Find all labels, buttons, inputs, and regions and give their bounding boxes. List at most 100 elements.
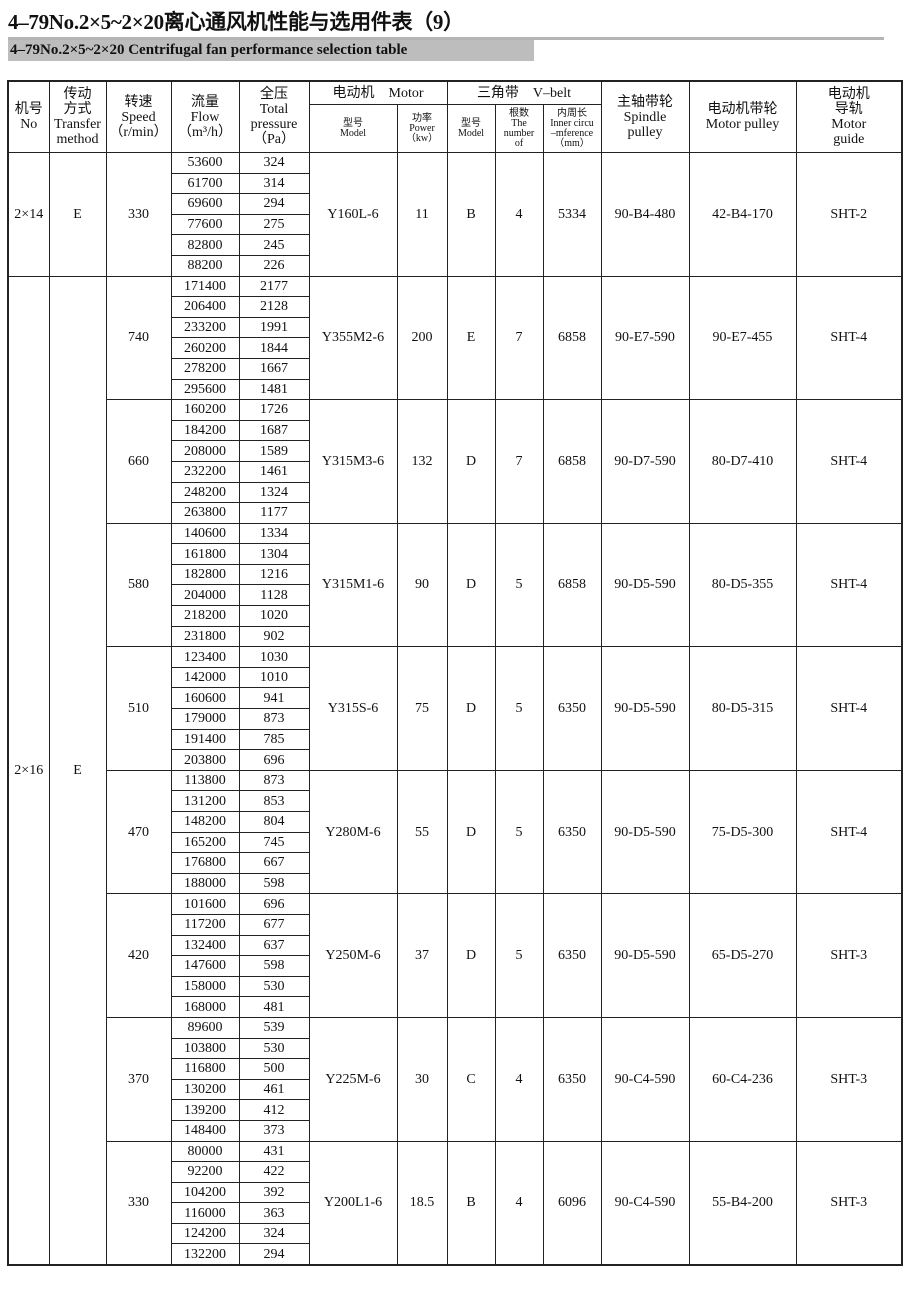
header-line: Speed <box>121 109 156 125</box>
pressure: 363 <box>238 1202 310 1224</box>
flow: 140600 <box>170 522 240 545</box>
table-row: 231800 902 <box>8 625 902 648</box>
flow: 103800 <box>170 1037 240 1060</box>
flow: 188000 <box>170 872 240 895</box>
belt-model: E <box>446 275 496 401</box>
flow: 165200 <box>170 831 240 854</box>
flow: 158000 <box>170 975 240 998</box>
motor-model: Y355M2-6 <box>308 275 398 401</box>
belt-number: 5 <box>494 522 544 648</box>
table-row: 142000 1010 <box>8 666 902 689</box>
header-line: （Pa） <box>253 132 295 147</box>
motor-guide: SHT-2 <box>795 152 903 277</box>
pressure: 1020 <box>238 605 310 627</box>
flow: 101600 <box>170 893 240 915</box>
flow: 233200 <box>170 316 240 339</box>
motor-pulley: 80-D5-355 <box>688 522 797 648</box>
table-row: 92200 422 <box>8 1161 902 1183</box>
machine-no: 2×16 <box>7 275 50 1266</box>
table-row: 88200 226 <box>8 254 902 277</box>
motor-model: Y315S-6 <box>308 646 398 771</box>
motor-power: 90 <box>396 522 448 648</box>
header-line: （m³/h） <box>178 124 232 140</box>
flow: 248200 <box>170 481 240 504</box>
speed: 660 <box>105 399 172 524</box>
table-row: 182800 1216 <box>8 563 902 586</box>
header-motor-model: 型号 Model <box>308 104 398 153</box>
motor-power: 132 <box>396 399 448 524</box>
belt-model: B <box>446 152 496 277</box>
pressure: 637 <box>238 934 310 957</box>
motor-model: Y225M-6 <box>308 1016 398 1142</box>
motor-model: Y315M1-6 <box>308 522 398 648</box>
table-row: 117200 677 <box>8 913 902 936</box>
header-line: 全压 <box>260 87 288 102</box>
table-row: 510 123400 1030 Y315S-6 75 D 5 6350 90-D5-590 80-… <box>8 646 903 771</box>
header-line: –mference <box>550 127 594 139</box>
motor-guide: SHT-4 <box>795 769 903 895</box>
pressure: 1687 <box>238 419 310 442</box>
header-line: Inner circu <box>550 117 594 129</box>
pressure: 275 <box>238 213 310 236</box>
performance-table: 机号 No 传动 方式 Transfer method 转速 Speed （r/min） 流… <box>7 80 903 1267</box>
flow: 80000 <box>170 1140 240 1163</box>
pressure: 941 <box>238 687 310 710</box>
motor-power: 18.5 <box>396 1140 448 1266</box>
motor-power: 30 <box>396 1016 448 1142</box>
flow: 113800 <box>170 769 240 792</box>
header-line: Transfer <box>54 117 101 132</box>
header-line: 型号 <box>461 117 481 129</box>
pressure: 392 <box>238 1181 310 1204</box>
pressure: 1991 <box>238 316 310 339</box>
pressure: 598 <box>238 872 310 895</box>
table-row: 103800 530 <box>8 1037 902 1060</box>
motor-pulley: 65-D5-270 <box>688 893 797 1018</box>
flow: 69600 <box>170 193 240 215</box>
pressure: 873 <box>238 769 310 792</box>
motor-power: 55 <box>396 769 448 895</box>
flow: 204000 <box>170 584 240 607</box>
header-line: of <box>514 137 524 149</box>
header-line: pulley <box>627 124 663 140</box>
motor-pulley: 75-D5-300 <box>688 769 797 895</box>
pressure: 1010 <box>238 666 310 689</box>
flow: 263800 <box>170 502 240 524</box>
belt-inner-circumference: 6858 <box>542 522 602 648</box>
table-row: 184200 1687 <box>8 419 902 442</box>
pressure: 314 <box>238 172 310 195</box>
header-line: 机号 <box>14 102 43 117</box>
belt-model: B <box>446 1140 496 1266</box>
pressure: 1030 <box>238 646 310 668</box>
flow: 142000 <box>170 666 240 689</box>
table-row: 148400 373 <box>8 1119 902 1142</box>
motor-model: Y200L1-6 <box>308 1140 398 1266</box>
table-row: 188000 598 <box>8 872 902 895</box>
belt-model: D <box>446 893 496 1018</box>
table-row: 232200 1461 <box>8 460 902 483</box>
belt-number: 4 <box>494 1140 544 1266</box>
pressure: 696 <box>238 749 310 771</box>
header-line: Motor <box>831 117 867 132</box>
flow: 206400 <box>170 296 240 318</box>
table-row: 278200 1667 <box>8 357 902 380</box>
pressure: 422 <box>238 1161 310 1183</box>
header-belt-number: 根数 The number of <box>494 104 544 153</box>
motor-pulley: 42-B4-170 <box>688 152 797 277</box>
table-row: 132200 294 <box>8 1243 902 1266</box>
pressure: 1304 <box>238 543 310 565</box>
belt-number: 5 <box>494 646 544 771</box>
flow: 231800 <box>170 625 240 648</box>
header-spindle-pulley: 主轴带轮 Spindle pulley <box>600 80 690 153</box>
pressure: 696 <box>238 893 310 915</box>
belt-model: D <box>446 522 496 648</box>
motor-model: Y160L-6 <box>308 152 398 277</box>
header-line: Model <box>457 127 485 139</box>
spindle-pulley: 90-D5-590 <box>600 646 690 771</box>
table-row: 160600 941 <box>8 687 902 710</box>
table-row: 660 160200 1726 Y315M3-6 132 D 7 6858 90-D7-590 8… <box>8 399 903 524</box>
header-flow: 流量 Flow （m³/h） <box>170 80 240 153</box>
header-line: 型号 <box>343 117 363 129</box>
speed: 330 <box>105 152 172 277</box>
table-row: 263800 1177 <box>8 502 902 524</box>
speed: 330 <box>105 1140 172 1266</box>
